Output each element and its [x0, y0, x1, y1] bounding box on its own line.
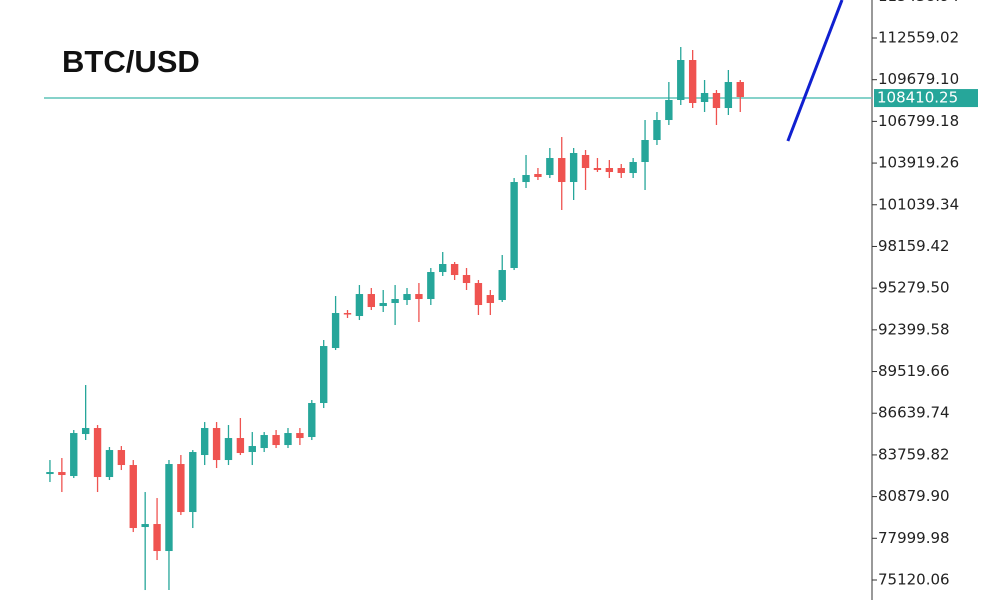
candle-body — [522, 175, 530, 183]
candle-body — [439, 264, 447, 273]
trend-line — [786, 0, 844, 142]
candles — [46, 47, 744, 591]
candle-body — [153, 524, 161, 552]
candle-body — [391, 299, 399, 304]
candle-body — [93, 428, 102, 478]
candle-body — [534, 174, 542, 178]
candle-body — [569, 153, 578, 183]
candle-body — [403, 294, 411, 301]
y-tick-label: 115438.94 — [878, 0, 959, 5]
candle-body — [224, 438, 233, 461]
candle-body — [189, 452, 197, 513]
last-price-box — [874, 89, 978, 108]
candle-body — [248, 446, 256, 453]
candle-body — [700, 92, 709, 103]
candle-body — [46, 472, 54, 475]
y-tick-label: 77999.98 — [878, 529, 950, 547]
candle-body — [177, 464, 185, 513]
candle-body — [486, 295, 495, 304]
candle-body — [415, 294, 423, 300]
candle-body — [593, 168, 602, 171]
candle-body — [367, 294, 375, 308]
candle-body — [736, 82, 744, 98]
candle-body — [236, 438, 245, 454]
candle-body — [617, 168, 625, 174]
y-tick-label: 92399.58 — [878, 320, 950, 338]
candle-body — [117, 450, 126, 466]
candle-body — [105, 450, 114, 478]
candle-body — [450, 264, 459, 276]
candle-body — [581, 155, 590, 169]
candle-body — [343, 313, 352, 315]
candle-body — [212, 428, 221, 461]
candle-body — [641, 140, 649, 163]
y-tick-label: 112559.02 — [878, 29, 959, 47]
candle-body — [320, 346, 328, 404]
candle-body — [200, 428, 209, 456]
y-tick-label: 103919.26 — [878, 154, 959, 172]
candle-body — [665, 100, 673, 121]
y-tick-label: 101039.34 — [878, 195, 959, 213]
candle-body — [510, 182, 518, 269]
candle-body — [308, 403, 316, 438]
last-price-label: 108410.25 — [877, 89, 958, 107]
candle-body — [677, 60, 685, 101]
candle-body — [462, 275, 471, 284]
candle-body — [724, 82, 733, 109]
candle-body — [296, 433, 304, 439]
candle-body — [141, 524, 149, 528]
candle-body — [474, 283, 483, 306]
candle-body — [688, 60, 697, 104]
candle-body — [629, 162, 637, 174]
candle-body — [70, 433, 78, 477]
candle-body — [272, 435, 280, 446]
candle-body — [379, 303, 387, 307]
candle-body — [260, 435, 268, 449]
y-tick-label: 75120.06 — [878, 570, 950, 588]
y-tick-label: 80879.90 — [878, 487, 950, 505]
candle-body — [58, 472, 66, 476]
y-tick-label: 83759.82 — [878, 445, 950, 463]
candle-body — [284, 433, 292, 446]
candle-body — [712, 92, 721, 109]
chart-title: BTC/USD — [62, 44, 200, 79]
y-tick-label: 106799.18 — [878, 112, 959, 130]
candle-body — [498, 270, 506, 301]
candle-body — [546, 158, 554, 176]
candle-body — [331, 313, 340, 349]
candle-body — [427, 272, 435, 300]
candle-body — [165, 464, 173, 552]
y-tick-label: 98159.42 — [878, 237, 950, 255]
y-tick-label: 95279.50 — [878, 279, 950, 297]
candle-body — [81, 428, 90, 435]
y-tick-label: 109679.10 — [878, 70, 959, 88]
trend-line-group — [786, 0, 844, 142]
candle-body — [558, 158, 566, 183]
y-tick-label: 86639.74 — [878, 404, 950, 422]
candle-body — [355, 294, 364, 317]
candle-body — [653, 120, 661, 141]
candle-body — [605, 168, 614, 173]
candle-body — [129, 465, 137, 529]
y-tick-label: 89519.66 — [878, 362, 950, 380]
